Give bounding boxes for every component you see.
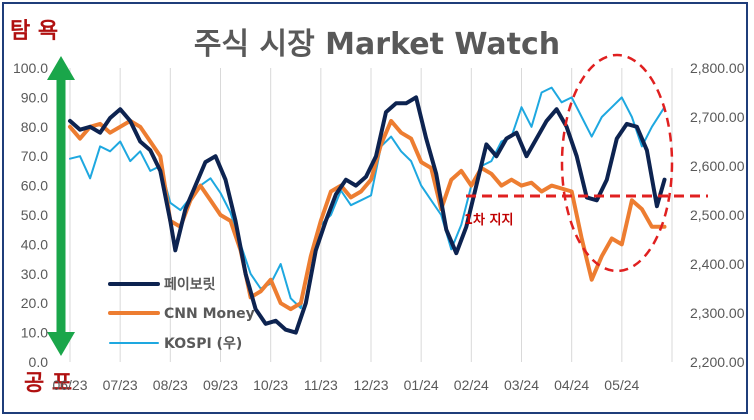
y-right-tick: 2,800.00	[690, 60, 745, 76]
chart-title: 주식 시장 Market Watch	[194, 27, 560, 62]
legend-label: 페이보릿	[164, 276, 216, 293]
y-right-tick: 2,700.00	[690, 109, 745, 125]
sentiment-arrow-up-icon	[47, 56, 75, 80]
y-left-tick: 0.0	[29, 354, 49, 370]
y-left-tick: 60.0	[21, 178, 48, 194]
legend: 페이보릿 CNN Money KOSPI (우)	[108, 276, 255, 352]
x-tick: 12/23	[353, 377, 388, 393]
x-tick: 10/23	[253, 377, 288, 393]
legend-label: KOSPI (우)	[164, 336, 242, 352]
highlight-ellipse	[560, 53, 674, 273]
fear-label: 공 포	[24, 371, 72, 396]
series-line-favorite	[68, 95, 667, 335]
y-right-tick: 2,600.00	[690, 158, 745, 174]
x-tick: 06/23	[52, 377, 87, 393]
y-right-tick: 2,200.00	[690, 354, 745, 370]
x-tick: 01/24	[404, 377, 439, 393]
y-left-tick: 70.0	[21, 148, 48, 164]
y-left-tick: 80.0	[21, 119, 48, 135]
y-right-tick: 2,400.00	[690, 256, 745, 272]
y-left-tick: 90.0	[21, 89, 48, 105]
x-tick: 11/23	[304, 377, 338, 393]
legend-label: CNN Money	[164, 306, 255, 322]
y-right-tick: 2,300.00	[690, 305, 745, 321]
support-label: 1차 지지	[464, 212, 513, 228]
x-tick: 07/23	[103, 377, 138, 393]
y-right-tick: 2,500.00	[690, 207, 745, 223]
chart-frame	[2, 2, 748, 414]
y-left-tick: 20.0	[21, 295, 48, 311]
y-left-tick: 100.0	[13, 60, 48, 76]
x-tick: 08/23	[153, 377, 188, 393]
x-tick: 09/23	[203, 377, 238, 393]
y-left-tick: 10.0	[21, 325, 48, 341]
sentiment-arrow-down-icon	[47, 332, 75, 356]
y-left-tick: 50.0	[21, 207, 48, 223]
y-left-tick: 30.0	[21, 266, 48, 282]
y-left-tick: 40.0	[21, 236, 48, 252]
x-tick: 04/24	[554, 377, 589, 393]
x-tick: 02/24	[454, 377, 489, 393]
x-tick: 05/24	[604, 377, 639, 393]
x-tick: 03/24	[504, 377, 539, 393]
series-line-kospi	[69, 86, 666, 310]
greed-label: 탐 욕	[10, 19, 58, 44]
